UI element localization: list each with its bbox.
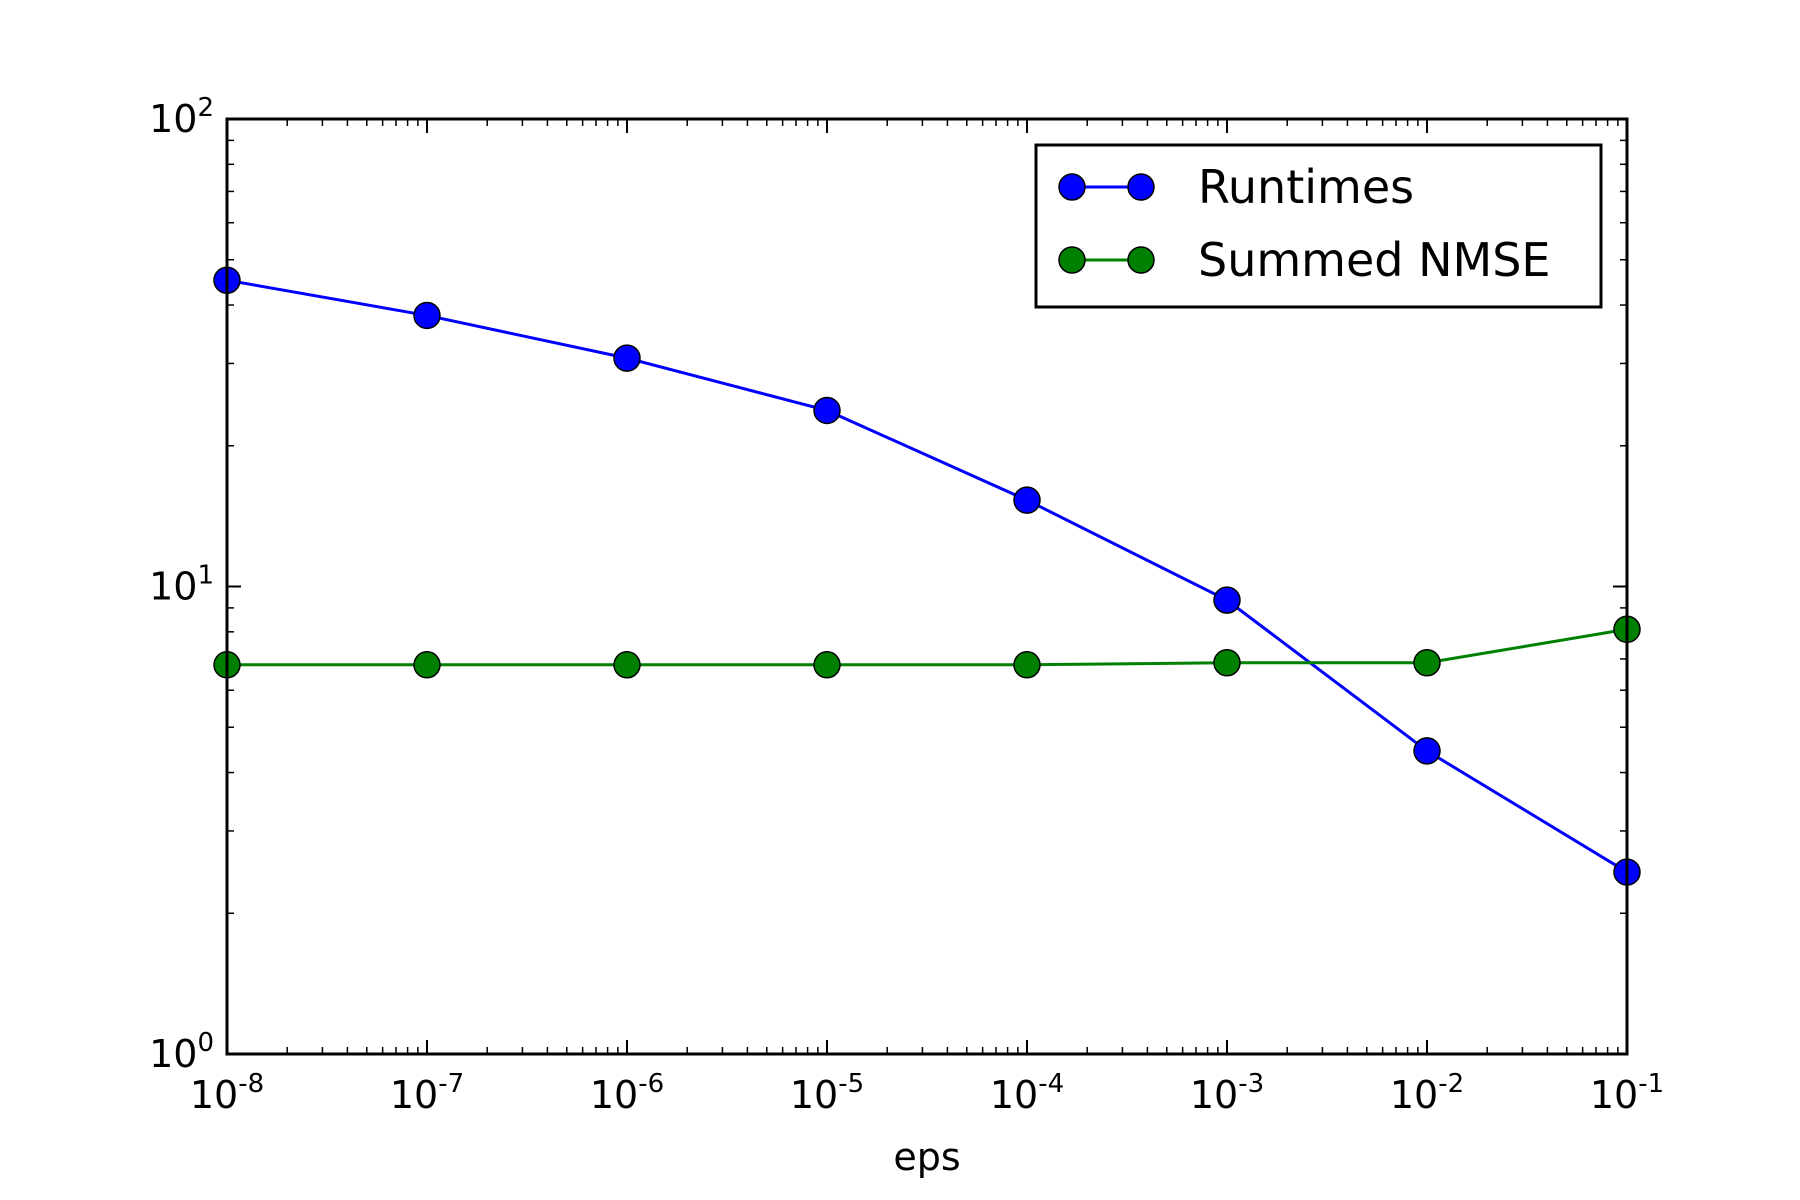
x-tick-label: 10-7 (390, 1069, 464, 1117)
data-point-summed-nmse (613, 651, 641, 679)
legend: Runtimes Summed NMSE (1034, 143, 1603, 309)
data-point-runtimes (1213, 586, 1241, 614)
legend-marker-runtimes-1 (1058, 173, 1086, 201)
data-point-runtimes (413, 301, 441, 330)
legend-marker-runtimes-2 (1127, 173, 1155, 201)
legend-marker-summed-nmse-2 (1127, 246, 1155, 274)
x-tick-label: 10-2 (1390, 1069, 1464, 1117)
x-axis-label: eps (893, 1135, 960, 1179)
data-point-runtimes (1413, 737, 1441, 765)
legend-frame (1034, 143, 1603, 309)
tick-labels-layer: 10-8 10-7 10-6 10-5 10-4 10-3 10-2 10-1 100 101 10… (149, 93, 1664, 1117)
y-tick-label: 101 (149, 561, 214, 609)
data-point-runtimes (813, 396, 841, 425)
legend-label-summed-nmse: Summed NMSE (1198, 233, 1550, 287)
x-tick-label: 10-8 (190, 1069, 264, 1117)
series-line-runtimes (226, 278, 1628, 874)
y-tick-label: 100 (149, 1028, 214, 1076)
data-point-summed-nmse (1413, 648, 1441, 677)
data-point-summed-nmse (813, 651, 841, 679)
y-tick-label: 102 (149, 93, 214, 141)
series-line-summed-nmse (227, 627, 1628, 667)
plot-frame (225, 117, 1629, 1056)
series-layer (213, 266, 1641, 886)
data-point-summed-nmse (1213, 648, 1241, 677)
x-tick-label: 10-6 (590, 1069, 664, 1117)
x-tick-label: 10-3 (1190, 1069, 1264, 1117)
x-tick-label: 10-1 (1590, 1069, 1664, 1117)
data-point-runtimes (613, 344, 641, 372)
data-point-summed-nmse (1013, 651, 1041, 679)
x-tick-label: 10-5 (790, 1069, 864, 1117)
legend-marker-summed-nmse-1 (1058, 246, 1086, 274)
legend-label-runtimes: Runtimes (1198, 160, 1414, 214)
data-point-runtimes (1013, 486, 1041, 514)
data-point-summed-nmse (413, 651, 441, 679)
x-tick-label: 10-4 (990, 1069, 1064, 1117)
